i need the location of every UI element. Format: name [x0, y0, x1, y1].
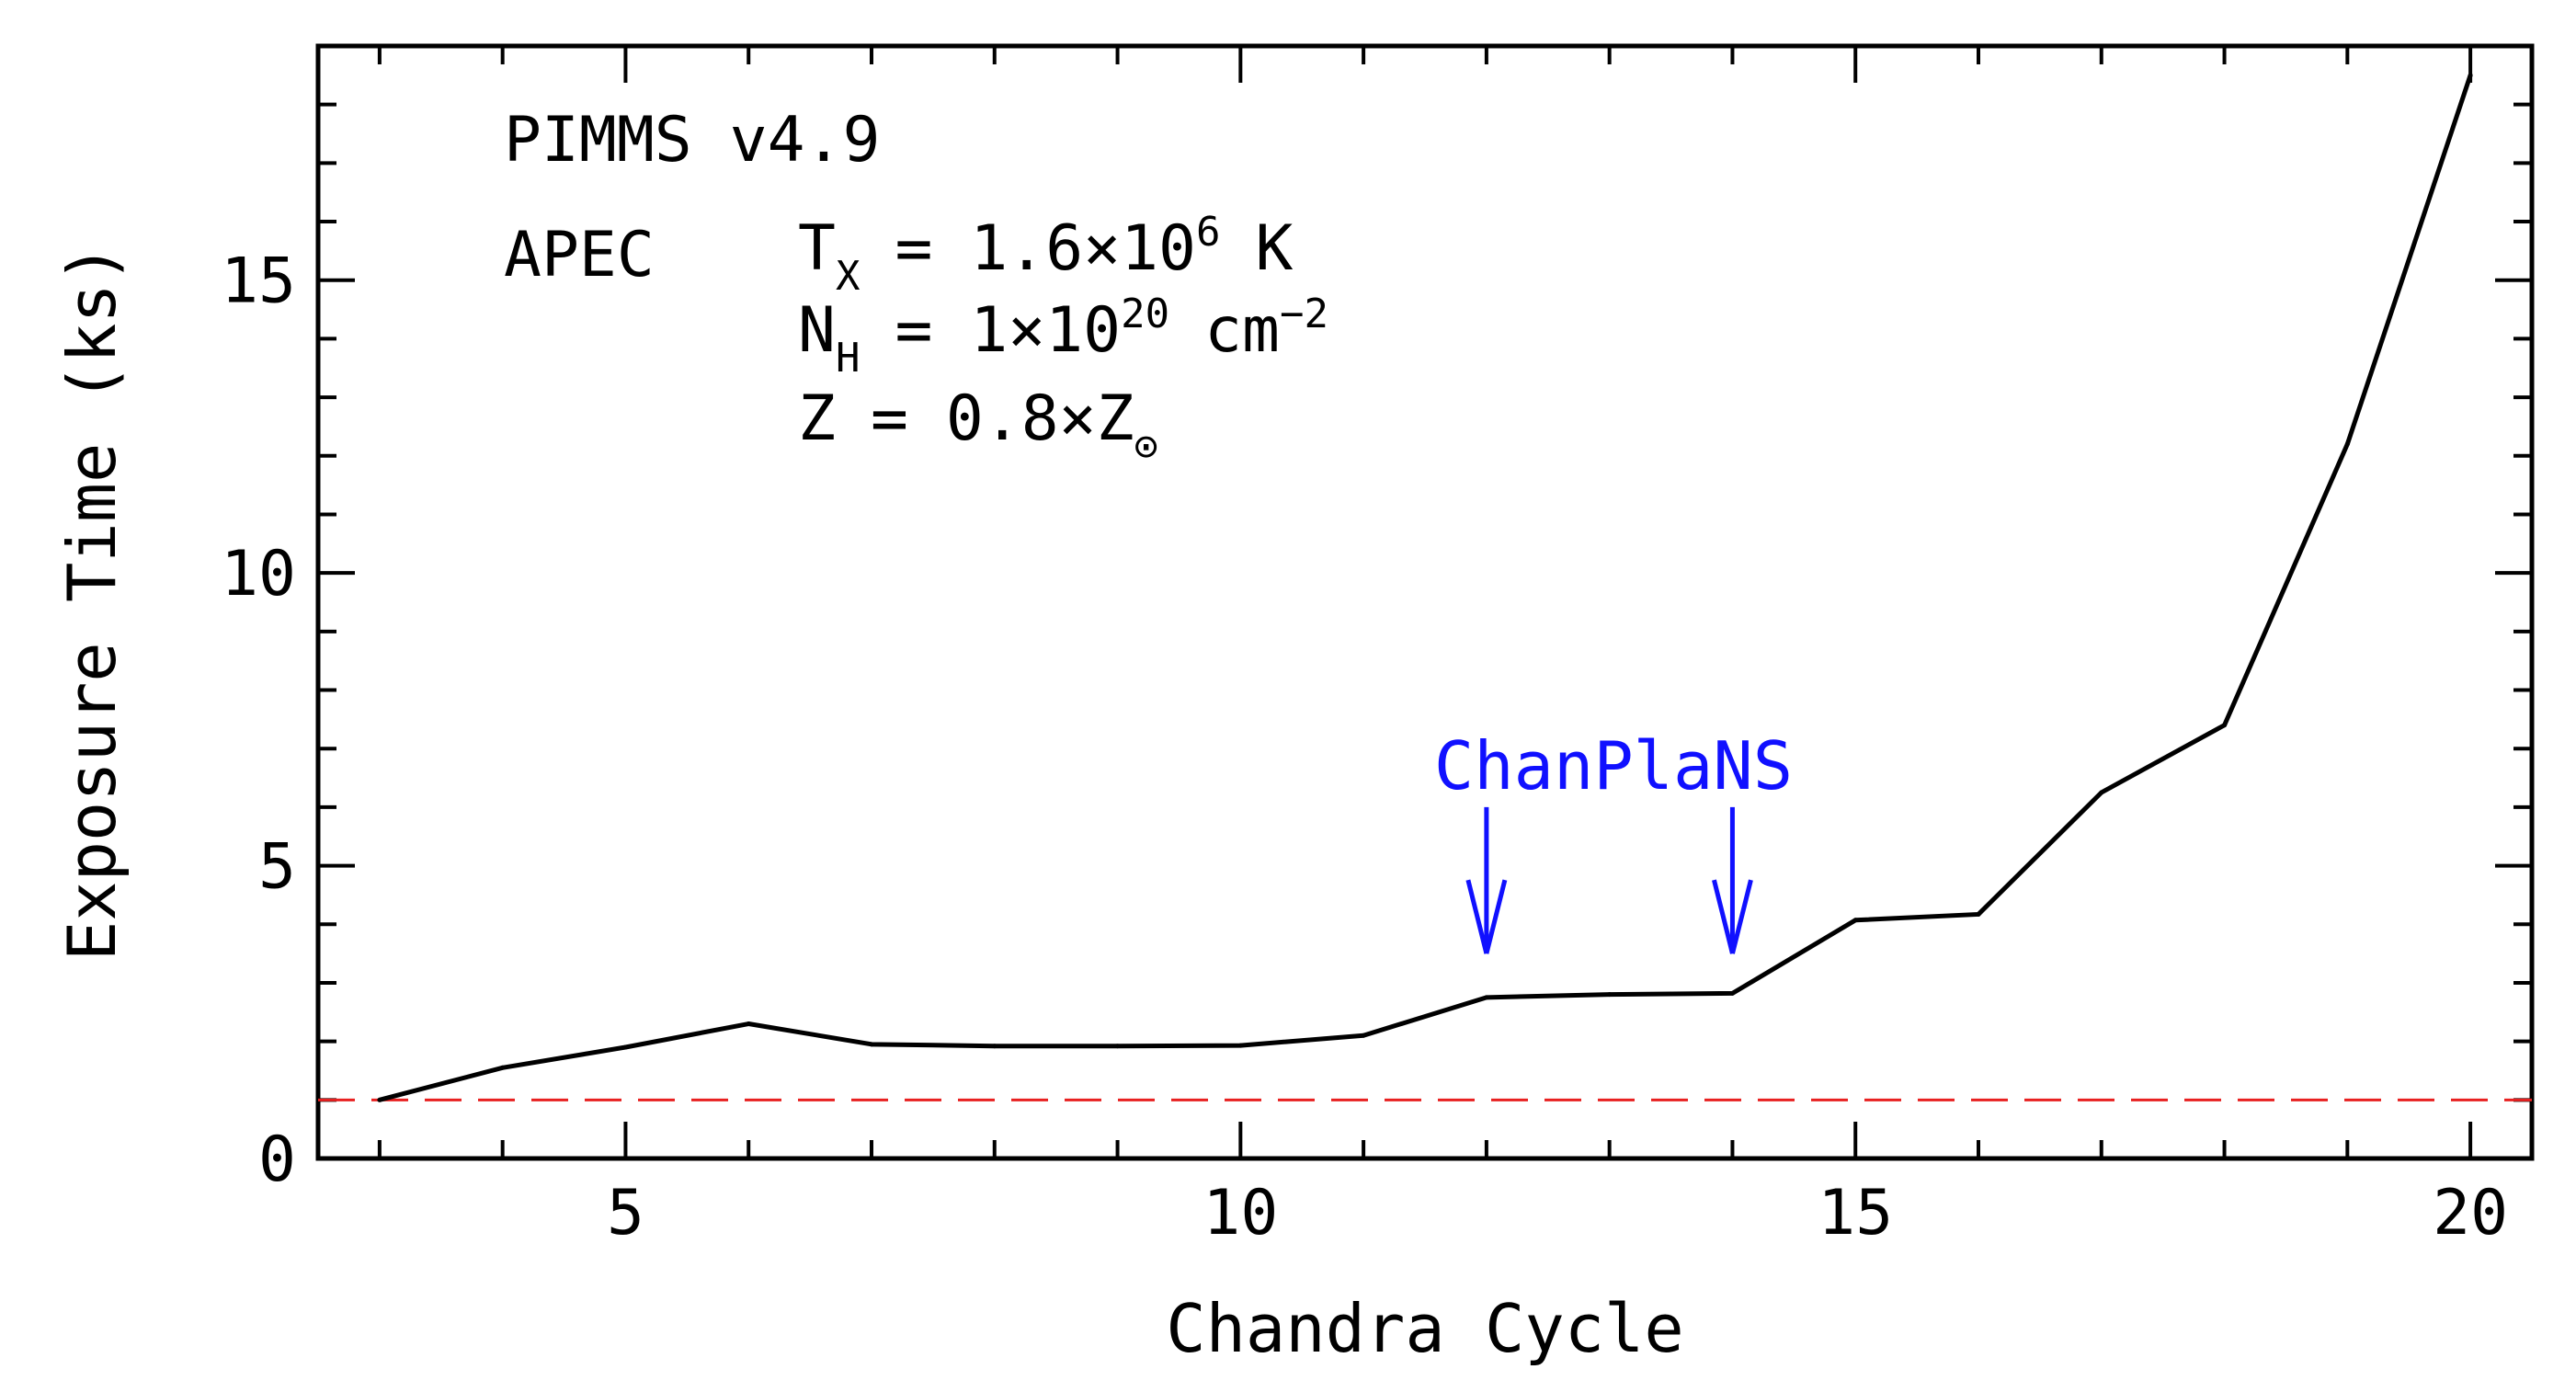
nh-exponent: 20 [1121, 291, 1169, 337]
model-annotation: APEC [504, 219, 655, 291]
data-point [1852, 918, 1858, 923]
data-point [1484, 995, 1489, 1000]
tx-value: = 1.6×10 [895, 212, 1196, 285]
data-point [2222, 723, 2228, 728]
y-tick-label: 0 [258, 1124, 296, 1196]
axis-ticks [318, 44, 2532, 1160]
nh-unit-exponent: −2 [1280, 291, 1328, 337]
z-annotation: Z = 0.8×Z⊙ [798, 382, 1158, 470]
marker-arrow-head-left [1712, 879, 1735, 954]
x-tick-label: 5 [607, 1177, 644, 1249]
data-point [500, 1065, 506, 1070]
tx-subscript: X [836, 253, 861, 300]
marker-arrow-head-right [1484, 879, 1508, 954]
marker-arrows [1465, 806, 1753, 954]
tx-symbol: T [798, 212, 836, 285]
marker-arrow [1712, 806, 1753, 954]
nh-unit: cm [1204, 294, 1280, 367]
y-tick-label: 10 [221, 538, 296, 610]
x-axis-label: Chandra Cycle [1166, 1290, 1684, 1367]
y-tick-label: 5 [258, 831, 296, 904]
data-point [1607, 992, 1613, 998]
y-axis-label: Exposure Time (ks) [53, 244, 131, 961]
x-tick-label: 10 [1203, 1177, 1278, 1249]
data-point [2468, 73, 2473, 78]
data-point [2344, 441, 2350, 447]
nh-symbol: N [798, 294, 836, 367]
nh-value: = 1×10 [895, 294, 1121, 367]
x-tick-label: 20 [2433, 1177, 2508, 1249]
marker-arrow-head-right [1730, 879, 1753, 954]
data-point [2099, 790, 2104, 795]
axis-tick-labels: 5 10 15 20 0 5 10 15 [221, 245, 2508, 1249]
data-point [1115, 1044, 1121, 1049]
data-point [1237, 1043, 1243, 1048]
y-tick-label: 15 [221, 245, 296, 318]
z-symbol: Z [798, 382, 836, 455]
z-sun-subscript: ⊙ [1134, 423, 1159, 470]
tx-annotation: TX = 1.6×106 K [798, 209, 1293, 300]
z-value: = 0.8×Z [871, 382, 1134, 455]
data-point [746, 1021, 751, 1027]
data-point [992, 1044, 997, 1049]
series-line [379, 74, 2473, 1102]
chanplans-label: ChanPlaNS [1434, 727, 1793, 804]
nh-subscript: H [836, 335, 861, 382]
plot-frame [315, 43, 2535, 1161]
data-point [1361, 1033, 1366, 1038]
marker-arrow [1465, 806, 1508, 954]
x-tick-label: 15 [1818, 1177, 1893, 1249]
tx-exponent: 6 [1196, 209, 1221, 256]
series-group [377, 73, 2473, 1102]
marker-arrow-head-left [1465, 879, 1489, 954]
nh-annotation: NH = 1×1020 cm−2 [798, 291, 1328, 382]
data-point [1729, 990, 1735, 996]
tx-unit: K [1255, 212, 1293, 285]
data-point [622, 1044, 628, 1050]
data-point [869, 1042, 874, 1047]
data-point [377, 1097, 382, 1102]
data-point [1976, 911, 1981, 917]
software-annotation: PIMMS v4.9 [504, 104, 880, 177]
